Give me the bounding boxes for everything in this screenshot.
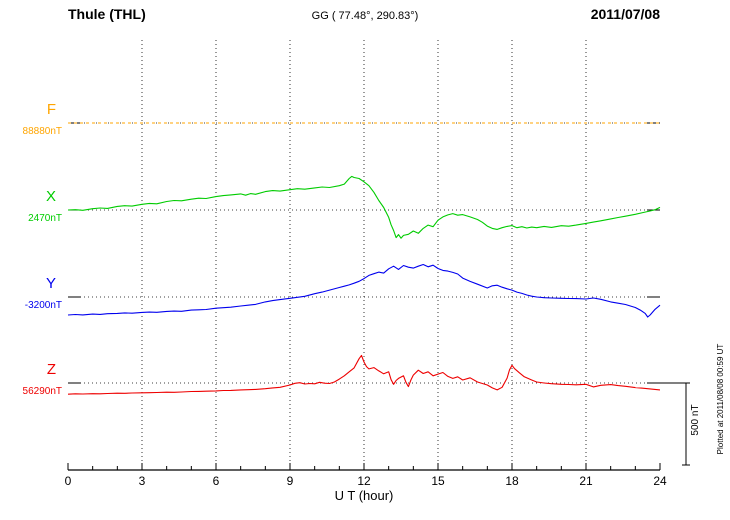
component-baseline-value-Z: 56290nT — [22, 386, 62, 397]
x-tick-label-15: 15 — [431, 474, 445, 488]
x-tick-label-0: 0 — [64, 474, 72, 488]
geographic-coordinates: GG ( 77.48°, 290.83°) — [311, 10, 419, 22]
x-tick-label-6: 6 — [212, 474, 220, 488]
component-label-F: F — [46, 101, 56, 118]
observation-date: 2011/07/08 — [590, 6, 660, 22]
plotted-timestamp-note: Plotted at 2011/08/08 00:59 UT — [716, 343, 725, 455]
component-label-Y: Y — [45, 275, 56, 292]
x-tick-label-3: 3 — [138, 474, 146, 488]
x-tick-label-21: 21 — [579, 474, 593, 488]
component-baseline-value-Y: -3200nT — [24, 300, 62, 311]
component-baseline-value-X: 2470nT — [28, 213, 62, 224]
component-baseline-value-F: 88880nT — [22, 126, 62, 137]
x-tick-label-18: 18 — [505, 474, 519, 488]
trace-Y — [67, 263, 661, 318]
trace-X — [67, 175, 661, 239]
component-label-Z: Z — [46, 361, 56, 378]
station-title: Thule (THL) — [68, 6, 146, 22]
x-tick-label-12: 12 — [357, 474, 371, 488]
component-label-X: X — [45, 188, 56, 205]
x-tick-label-24: 24 — [653, 474, 667, 488]
x-axis-label: U T (hour) — [334, 488, 394, 503]
scale-bar-label: 500 nT — [690, 404, 701, 436]
trace-Z — [67, 354, 661, 395]
x-tick-label-9: 9 — [286, 474, 294, 488]
